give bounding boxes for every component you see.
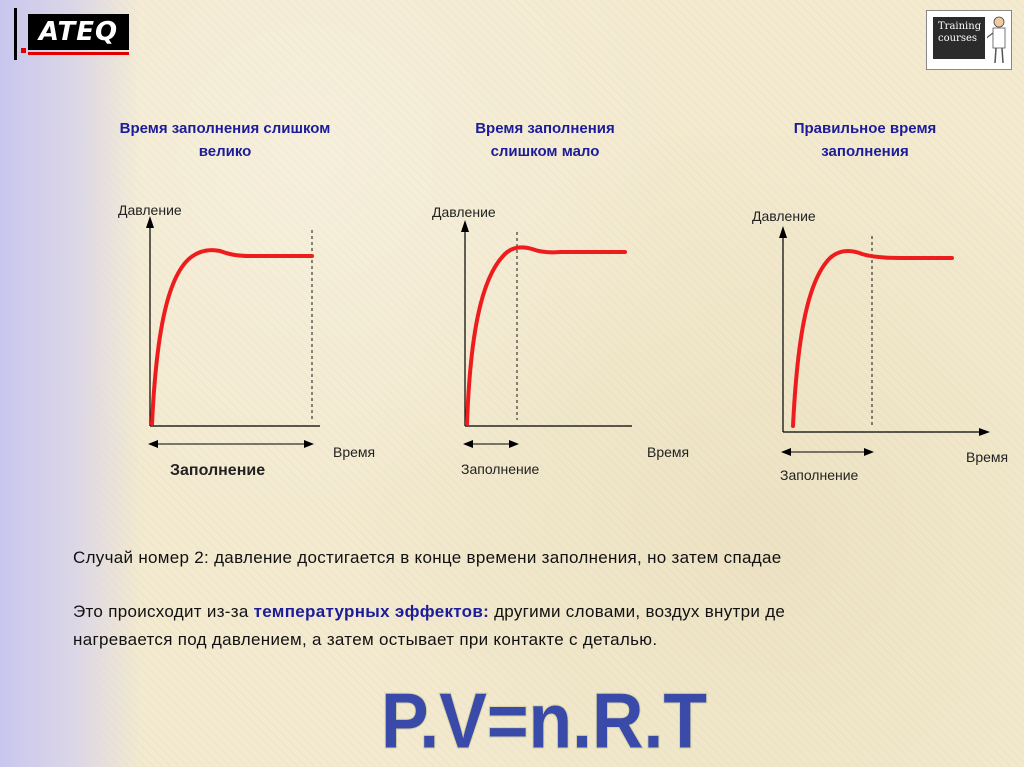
diagram-2-xlabel: Время — [647, 444, 690, 460]
diagram-3-title: Правильное время заполнения — [730, 117, 1000, 163]
diagram-3-ylabel: Давление — [752, 208, 816, 224]
diagram-1-title-line-2: велико — [198, 143, 252, 160]
ateq-logo: ATEQ — [14, 8, 130, 60]
text-line-2: Это происходит из-за температурных эффек… — [73, 602, 785, 622]
logo-bar — [14, 8, 17, 60]
diagram-2-title: Время заполнения слишком мало — [405, 117, 685, 163]
text-line-1: Случай номер 2: давление достигается в к… — [73, 548, 782, 567]
diagram-1-title: Время заполнения слишком велико — [70, 117, 380, 163]
diagram-3-title-line-2: заполнения — [821, 143, 909, 160]
diagram-2-title-line-1: Время заполнения — [475, 120, 615, 137]
logo-dot — [21, 48, 26, 53]
diagram-1-fill-label: Заполнение — [170, 462, 266, 479]
text-line-2-prefix: Это происходит из-за — [73, 602, 254, 621]
formula-text: P.V=n.R.T — [381, 680, 707, 760]
diagram-3-xlabel: Время — [966, 449, 1009, 465]
badge-line-2: courses — [938, 33, 978, 44]
text-line-3: нагревается под давлением, а затем остыв… — [73, 630, 658, 649]
left-accent-band — [0, 0, 140, 767]
training-courses-badge: Training courses — [926, 10, 1012, 70]
logo-underline — [28, 52, 129, 55]
diagram-2-ylabel: Давление — [432, 204, 496, 220]
badge-line-1: Training — [938, 21, 982, 32]
diagram-3-fill-label: Заполнение — [780, 467, 859, 483]
diagram-2-fill-label: Заполнение — [461, 461, 540, 477]
blackboard: Training courses — [933, 17, 985, 59]
diagram-2-title-line-2: слишком мало — [490, 143, 600, 160]
logo-text: ATEQ — [28, 14, 129, 50]
diagram-3-title-line-1: Правильное время — [793, 120, 937, 137]
diagram-1-xlabel: Время — [333, 444, 376, 460]
formula: P.V=n.R.T — [380, 680, 708, 760]
teacher-figure-icon — [987, 16, 1006, 64]
diagram-1-title-line-1: Время заполнения слишком — [119, 120, 331, 137]
text-line-2-suffix: другими словами, воздух внутри де — [489, 602, 786, 621]
text-line-2-emphasis: температурных эффектов: — [253, 602, 490, 621]
diagram-1-ylabel: Давление — [118, 202, 182, 218]
